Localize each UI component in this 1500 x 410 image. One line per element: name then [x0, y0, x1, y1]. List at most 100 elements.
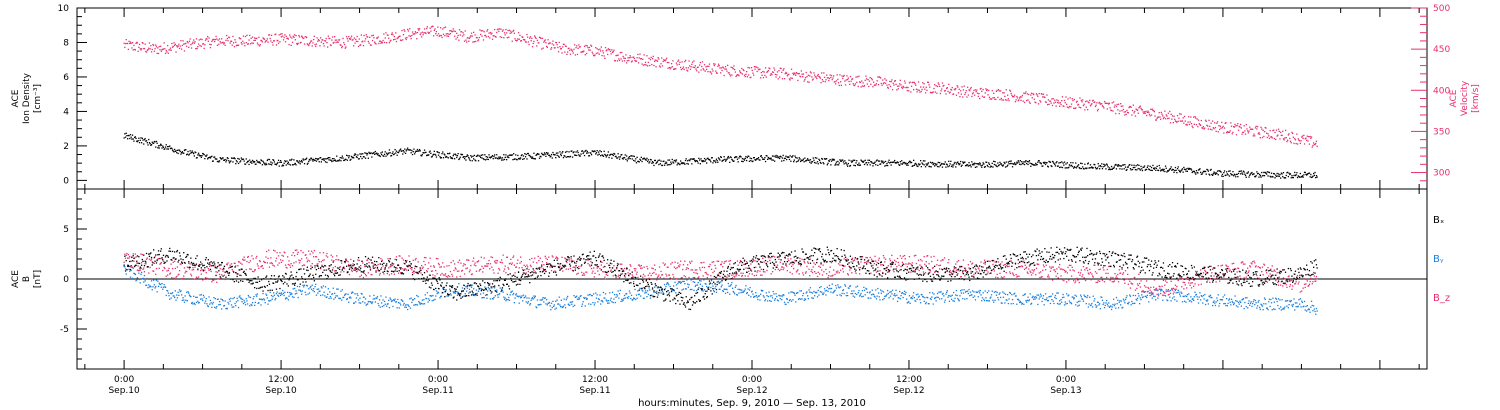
- velocity-series-point: [284, 34, 286, 36]
- velocity-series-point: [922, 86, 925, 88]
- velocity-series-point: [562, 43, 565, 45]
- velocity-series-point: [237, 44, 240, 46]
- velocity-series-point: [235, 41, 237, 43]
- density-series-point: [1055, 162, 1057, 164]
- density-series-point: [171, 147, 173, 150]
- by-series-point: [819, 286, 821, 289]
- density-series-point: [837, 164, 840, 166]
- by-series-point: [705, 283, 707, 285]
- by-series-point: [959, 295, 961, 297]
- density-series-point: [457, 153, 459, 155]
- by-series-point: [377, 302, 379, 305]
- density-series-point: [218, 160, 221, 162]
- density-series-point: [251, 162, 253, 164]
- velocity-series-point: [876, 80, 878, 82]
- by-series-point: [1017, 298, 1019, 300]
- velocity-series-point: [200, 45, 202, 47]
- velocity-series-point: [1282, 130, 1284, 132]
- density-series-point: [1229, 170, 1231, 172]
- density-series-point: [639, 158, 641, 160]
- density-series-point: [1205, 173, 1207, 175]
- velocity-series-point: [559, 46, 561, 48]
- velocity-series-point: [239, 37, 241, 40]
- velocity-series-point: [1226, 131, 1228, 133]
- density-series-point: [249, 161, 252, 163]
- by-series-point: [414, 298, 416, 300]
- by-series-point: [750, 291, 753, 293]
- velocity-series-point: [840, 84, 842, 86]
- density-series-point: [689, 160, 691, 162]
- by-series-point: [783, 294, 785, 296]
- by-series-point: [178, 289, 181, 291]
- density-series-point: [160, 144, 162, 146]
- velocity-series-point: [613, 49, 615, 51]
- density-series-point: [1169, 168, 1172, 170]
- velocity-series-point: [1264, 126, 1266, 129]
- velocity-series-point: [1136, 109, 1138, 111]
- by-series-point: [901, 292, 904, 294]
- by-series-point: [789, 299, 791, 301]
- velocity-series-point: [895, 83, 897, 85]
- density-series-point: [964, 161, 966, 163]
- by-series-point: [1125, 297, 1127, 299]
- by-series-point: [1109, 305, 1111, 308]
- density-series-point: [1046, 162, 1048, 164]
- by-series-point: [356, 293, 358, 295]
- density-series-point: [988, 162, 990, 164]
- density-series-point: [519, 158, 521, 160]
- by-series-point: [623, 297, 625, 300]
- density-series-point: [531, 156, 534, 158]
- density-series-point: [156, 142, 158, 144]
- by-series-point: [323, 291, 325, 293]
- by-series-point: [274, 299, 276, 301]
- velocity-series-point: [578, 44, 580, 46]
- velocity-series-point: [1315, 142, 1317, 145]
- density-series-point: [1209, 174, 1211, 176]
- density-series-point: [1049, 161, 1052, 163]
- velocity-series-point: [1101, 105, 1104, 107]
- velocity-series-point: [824, 81, 826, 83]
- density-series-point: [911, 165, 913, 167]
- by-series-point: [935, 300, 937, 302]
- density-series-point: [1244, 173, 1246, 175]
- density-series-point: [653, 164, 655, 167]
- density-series-point: [388, 152, 390, 154]
- by-series-point: [621, 300, 624, 302]
- by-series-point: [564, 304, 566, 306]
- by-series-point: [124, 268, 127, 270]
- density-series-point: [746, 156, 748, 159]
- density-series-point: [842, 159, 844, 161]
- density-series-point: [464, 156, 466, 158]
- velocity-series-point: [964, 93, 966, 95]
- density-series-point: [538, 157, 541, 159]
- velocity-series-point: [729, 73, 731, 75]
- density-series-point: [903, 161, 905, 164]
- by-series-point: [753, 296, 755, 298]
- velocity-series-point: [572, 52, 574, 54]
- velocity-series-point: [288, 43, 290, 46]
- density-series-point: [155, 146, 157, 148]
- by-series-point: [1115, 296, 1118, 299]
- velocity-series-point: [618, 59, 621, 62]
- density-series-point: [404, 148, 406, 150]
- velocity-series-point: [643, 54, 645, 56]
- velocity-series-point: [1313, 143, 1315, 146]
- velocity-series-point: [343, 43, 346, 46]
- density-series-point: [882, 160, 884, 162]
- velocity-series-point: [136, 41, 138, 44]
- density-series-point: [780, 156, 782, 158]
- density-series-point: [1165, 167, 1167, 169]
- density-series-point: [838, 162, 840, 164]
- by-series-point: [1044, 293, 1047, 295]
- density-series-point: [1274, 177, 1276, 179]
- velocity-series-point: [567, 47, 569, 50]
- velocity-series-point: [886, 84, 888, 86]
- by-series-point: [473, 294, 475, 296]
- velocity-series-point: [830, 74, 833, 77]
- velocity-series-point: [244, 35, 247, 38]
- velocity-series-point: [1262, 129, 1264, 131]
- density-series-point: [680, 162, 682, 165]
- density-series-point: [663, 160, 665, 162]
- by-series-point: [594, 302, 596, 304]
- velocity-series-point: [1153, 109, 1155, 112]
